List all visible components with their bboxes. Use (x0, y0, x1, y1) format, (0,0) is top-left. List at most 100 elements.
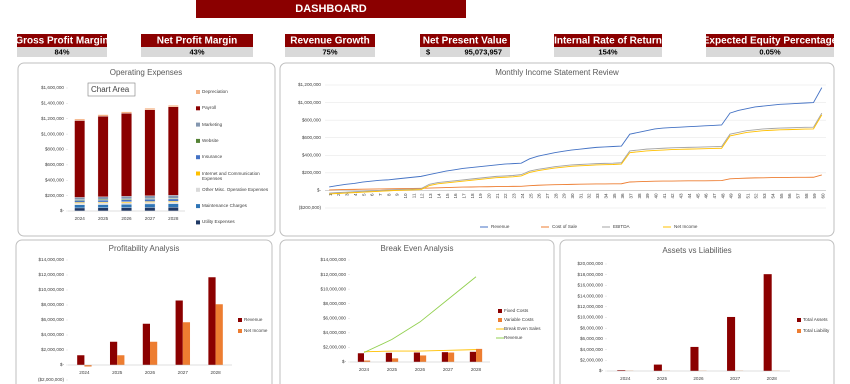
bar-segment (97, 114, 109, 117)
x-tick-label: 45 (695, 193, 700, 199)
x-tick-label: 2026 (145, 370, 156, 375)
x-tick-label: 28 (553, 193, 558, 199)
bar (413, 352, 420, 362)
y-tick-label: $2,000,000 (41, 347, 64, 352)
y-tick-label: $14,000,000 (577, 293, 603, 298)
bar-segment (168, 198, 179, 202)
bar (208, 277, 216, 365)
x-tick-label: 46 (704, 193, 709, 199)
chart-title: Profitability Analysis (109, 244, 180, 253)
tooltip: Chart Area (91, 85, 130, 94)
x-tick-label: 16 (453, 193, 458, 199)
chart: Operating Expenses $- $200,000 $400,000 $600… (41, 68, 268, 225)
chart: Break Even Analysis $- $2,000,000 $4,000,00… (320, 244, 541, 372)
bar (84, 365, 92, 367)
y-tick-label: $400,000 (302, 153, 322, 158)
legend-swatch (196, 90, 200, 94)
y-tick-label: $600,000 (302, 135, 322, 140)
kpi-value-bg (285, 47, 375, 57)
x-tick-label: 44 (687, 193, 692, 199)
y-tick-label: $4,000,000 (323, 330, 346, 335)
x-tick-label: 2028 (767, 376, 778, 381)
x-tick-label: 38 (637, 193, 642, 199)
legend-item: Payroll (202, 105, 217, 111)
legend-item: Net Income (244, 328, 268, 333)
kpi-value-bg (706, 47, 834, 57)
y-tick-label: $1,200,000 (41, 116, 64, 121)
x-tick-label: 1 (328, 193, 333, 196)
bar (727, 316, 736, 371)
bar-segment (74, 197, 85, 200)
legend-label: Total Liability (803, 328, 830, 333)
legend-item: Variable Costs (504, 317, 534, 322)
legend-label: Marketing (202, 121, 223, 127)
legend-item: Other Misc. Operative Expenses (202, 187, 268, 192)
y-tick-label: $800,000 (302, 117, 322, 122)
bar (392, 358, 399, 362)
x-tick-label: 2025 (657, 376, 668, 381)
bar-segment (144, 109, 156, 196)
chart-title: Break Even Analysis (381, 244, 454, 253)
x-tick-label: 9 (395, 193, 400, 196)
legend-swatch (196, 171, 200, 176)
x-tick-label: 24 (520, 193, 525, 199)
legend-label: Net Income (674, 224, 698, 229)
x-tick-label: 48 (720, 193, 725, 199)
bar (441, 352, 448, 362)
bar-segment (74, 207, 85, 212)
bar-segment (168, 201, 179, 204)
y-tick-label: $6,000,000 (323, 316, 346, 321)
legend-label: Website (202, 137, 219, 143)
y-tick-label: $12,000,000 (38, 272, 64, 277)
x-tick-label: 15 (445, 193, 450, 199)
chart: Assets vs Liabilities $- $2,000,000 $4,000,… (577, 246, 830, 381)
y-tick-label: $4,000,000 (580, 347, 603, 352)
kpi-value: 84% (54, 47, 69, 56)
legend-label: Payroll (202, 105, 217, 111)
kpi-label-bg (17, 34, 107, 47)
bar-segment (144, 199, 156, 202)
panel (279, 239, 555, 384)
x-tick-label: 2 (336, 193, 341, 196)
x-tick-label: 37 (628, 193, 633, 199)
y-tick-label: $2,000,000 (323, 345, 346, 350)
bar-segment (121, 196, 132, 200)
bar-segment (121, 207, 132, 212)
bar-segment (144, 195, 156, 199)
x-tick-label: 2024 (75, 216, 86, 221)
panel (15, 239, 273, 384)
bar-segment (168, 195, 179, 199)
x-tick-label: 32 (587, 193, 592, 199)
chart-title: Operating Expenses (110, 68, 183, 77)
tooltip-box (87, 82, 136, 97)
x-tick-label: 35 (612, 193, 617, 199)
bar-segment (74, 120, 85, 198)
legend-swatch (196, 122, 200, 127)
panel (279, 62, 835, 237)
bar (617, 370, 626, 371)
y-tick-label: $- (342, 359, 347, 364)
x-tick-label: 30 (570, 193, 575, 199)
x-tick-label: 2027 (730, 376, 741, 381)
legend-item: Fixed Costs (504, 308, 528, 313)
legend-label: Revenue (504, 335, 523, 340)
y-tick-label: ($200,000) (299, 205, 322, 210)
y-tick-label: $8,000,000 (580, 325, 603, 330)
chart-title: Monthly Income Statement Review (495, 68, 619, 77)
y-tick-label: $400,000 (45, 177, 65, 182)
kpi-label-bg (285, 34, 375, 47)
legend-item: Revenue (244, 317, 262, 322)
y-tick-label: $1,000,000 (298, 100, 321, 105)
bar (690, 346, 699, 371)
legend-label: Break Even Sales (504, 326, 541, 331)
legend-swatch (196, 204, 200, 209)
y-tick-label: $2,000,000 (580, 358, 603, 363)
x-tick-label: 34 (603, 193, 608, 199)
x-tick-label: 23 (512, 193, 517, 199)
legend-item: Internet and Communication Expenses (202, 171, 260, 182)
x-tick-label: 25 (528, 193, 533, 199)
x-tick-label: 47 (712, 193, 717, 199)
x-tick-label: 58 (804, 193, 809, 199)
bar (469, 351, 476, 362)
